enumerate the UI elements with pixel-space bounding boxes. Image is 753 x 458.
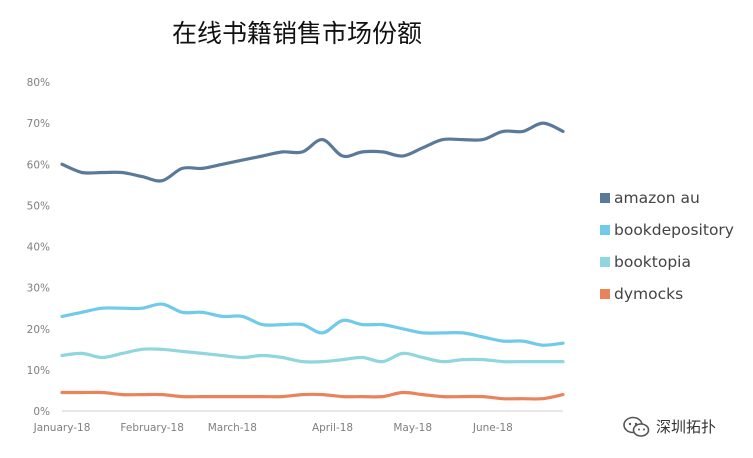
y-tick-label: 80% bbox=[27, 77, 50, 89]
series-line-bookdepository bbox=[60, 302, 565, 347]
series-lines bbox=[60, 121, 565, 401]
chart-title: 在线书籍销售市场份额 bbox=[172, 19, 423, 48]
x-tick-label: June-18 bbox=[472, 422, 513, 434]
y-tick-label: 50% bbox=[27, 200, 50, 212]
legend-swatch bbox=[600, 257, 610, 267]
y-axis: 0% 10% 20% 30% 40% 50% 60% 70% 80% bbox=[27, 77, 50, 418]
legend-label: booktopia bbox=[614, 253, 691, 271]
legend-label: dymocks bbox=[614, 285, 683, 303]
legend-swatch bbox=[600, 289, 610, 299]
legend-label: bookdepository bbox=[614, 221, 734, 239]
legend-swatch bbox=[600, 193, 610, 203]
x-axis: January-18 February-18 March-18 April-18 May… bbox=[33, 410, 563, 434]
x-tick-label: March-18 bbox=[208, 422, 257, 434]
x-tick-label: April-18 bbox=[312, 422, 353, 434]
series-line-dymocks bbox=[60, 390, 565, 401]
x-tick-label: February-18 bbox=[120, 422, 184, 434]
y-tick-label: 20% bbox=[27, 324, 50, 336]
x-tick-label: May-18 bbox=[393, 422, 432, 434]
watermark-text: 深圳拓扑 bbox=[656, 418, 717, 436]
legend: amazon au bookdepository booktopia dymocks bbox=[600, 189, 734, 303]
series-line-amazon-au bbox=[60, 121, 565, 183]
y-tick-label: 30% bbox=[27, 283, 50, 295]
legend-swatch bbox=[600, 225, 610, 235]
y-tick-label: 40% bbox=[27, 242, 50, 254]
series-line-booktopia bbox=[60, 347, 565, 364]
y-tick-label: 70% bbox=[27, 118, 50, 130]
wechat-icon bbox=[623, 416, 650, 437]
y-tick-label: 60% bbox=[27, 159, 50, 171]
x-tick-label: January-18 bbox=[33, 422, 91, 434]
y-tick-label: 0% bbox=[33, 406, 50, 418]
legend-label: amazon au bbox=[614, 189, 700, 207]
y-tick-label: 10% bbox=[27, 365, 50, 377]
watermark: 深圳拓扑 bbox=[622, 414, 747, 440]
